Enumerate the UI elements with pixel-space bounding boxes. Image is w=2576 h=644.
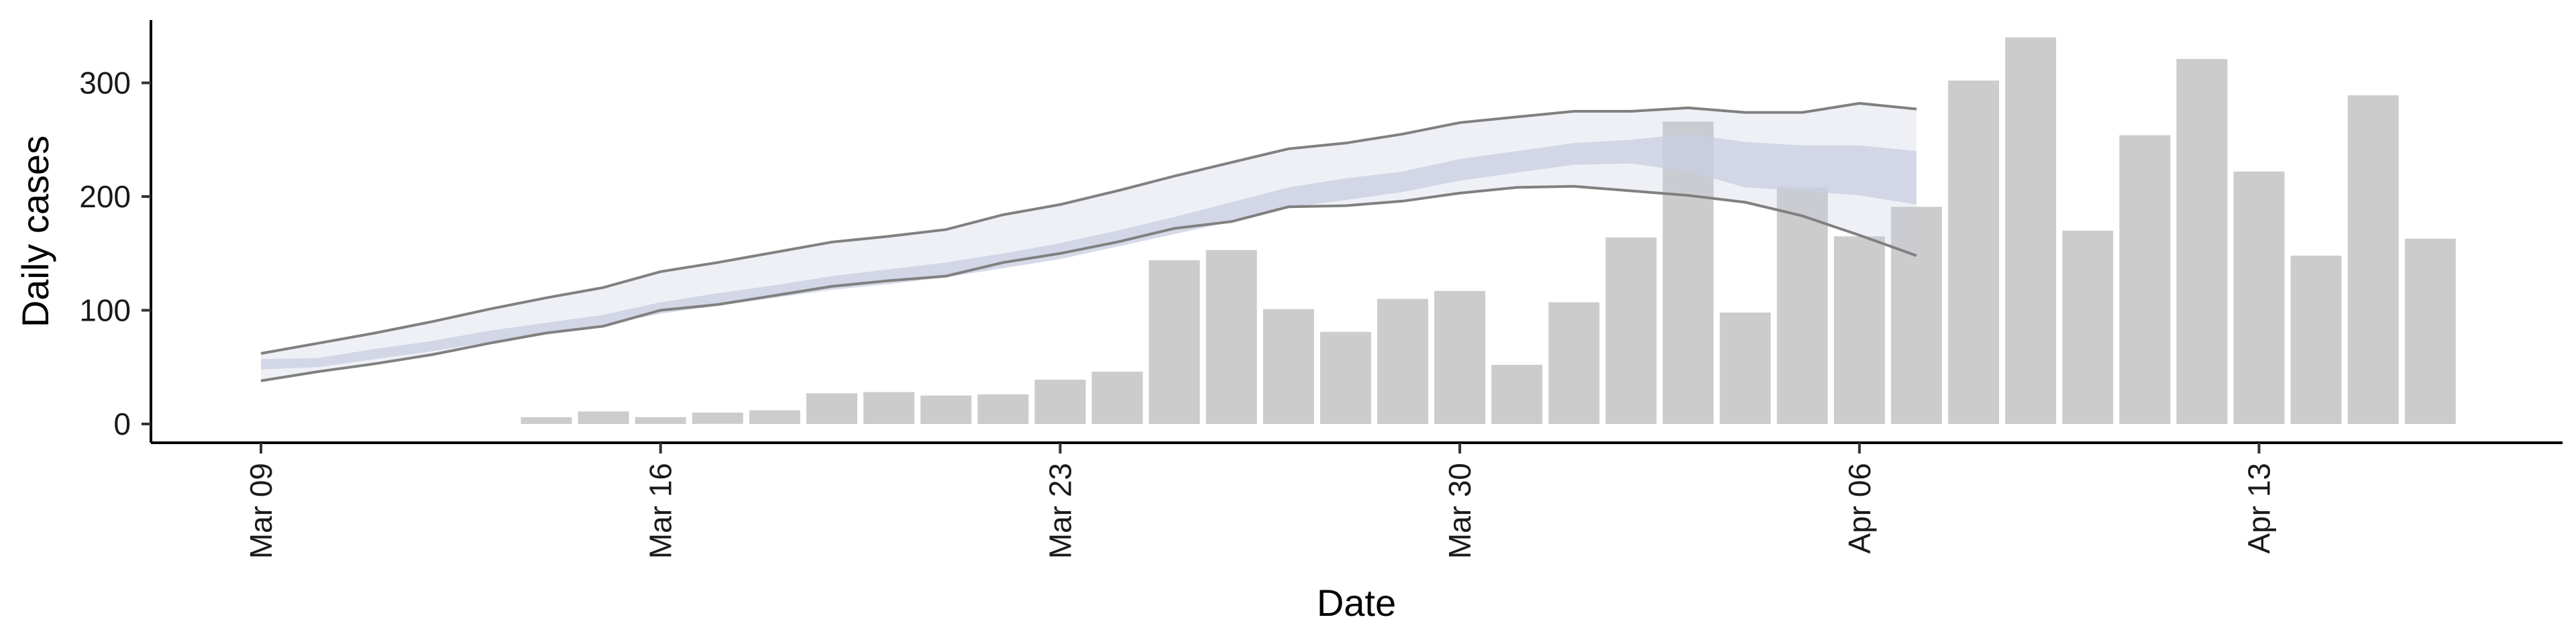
y-tick-label: 300 [79, 66, 131, 101]
bar [2176, 58, 2228, 424]
bar [806, 393, 857, 424]
y-tick-label: 200 [79, 179, 131, 214]
x-tick-label: Mar 23 [1042, 463, 1077, 559]
bar [1548, 302, 1600, 424]
bar [2347, 95, 2399, 424]
x-tick-label: Mar 16 [643, 463, 678, 559]
bar [749, 410, 800, 424]
bar [1605, 237, 1657, 424]
bars-layer [521, 37, 2456, 424]
bar [1091, 372, 1143, 424]
forecast-band-layer [260, 101, 1917, 382]
bar [521, 417, 572, 424]
bar [920, 395, 972, 424]
bar [1948, 80, 1999, 424]
bar [1034, 379, 1086, 424]
forecast-upper-line [260, 101, 1917, 355]
x-tick-label: Mar 30 [1442, 463, 1477, 559]
bar [1719, 312, 1771, 424]
bar [578, 411, 629, 424]
bar [1377, 299, 1428, 424]
y-tick-label: 0 [113, 407, 131, 441]
bar [1148, 260, 1200, 424]
bar [1434, 290, 1486, 424]
bar [692, 413, 743, 424]
bar [863, 392, 915, 424]
y-axis-title: Daily cases [14, 136, 56, 327]
bar [1890, 207, 1942, 424]
axes-layer [150, 20, 2563, 444]
bar [2119, 135, 2171, 424]
forecast-50-band [261, 133, 1917, 370]
bar [2233, 171, 2285, 424]
bar [2404, 238, 2456, 424]
forecast-lower-line [260, 184, 1917, 382]
bar [1205, 250, 1257, 424]
bar [1833, 236, 1885, 424]
bar [2290, 256, 2342, 424]
bar [1776, 187, 1828, 424]
bar [1320, 331, 1371, 424]
bar [1491, 364, 1543, 424]
bar [977, 394, 1029, 424]
x-tick-label: Mar 09 [244, 463, 278, 559]
bar [1263, 309, 1314, 424]
x-tick-label: Apr 13 [2242, 463, 2277, 554]
x-axis-title: Date [1317, 582, 1396, 624]
bar [2005, 37, 2057, 424]
x-tick-label: Apr 06 [1842, 463, 1877, 554]
y-tick-label: 100 [79, 293, 131, 328]
ticks-layer: 0 100 200 300 Mar 09 Mar 16 Mar 23 Mar 30 Apr 06… [79, 66, 2276, 559]
bar [2062, 230, 2114, 424]
bar [635, 417, 686, 424]
